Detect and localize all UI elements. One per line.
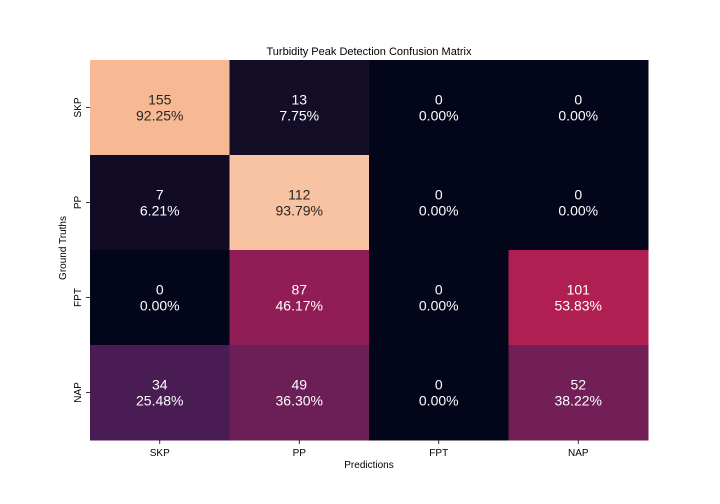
- cell-percentage-label: 0.00%: [419, 203, 459, 219]
- cell-count-label: 0: [435, 92, 443, 108]
- heatmap-cell: [508, 155, 649, 251]
- cell-percentage-label: 0.00%: [419, 298, 459, 314]
- cell-percentage-label: 25.48%: [136, 393, 183, 409]
- y-tick-label: NAP: [73, 382, 84, 403]
- heatmap-cell: [369, 155, 509, 251]
- cell-count-label: 34: [152, 377, 168, 393]
- heatmap-cell: [508, 345, 649, 441]
- heatmap-cell: [229, 60, 370, 156]
- cell-percentage-label: 36.30%: [276, 393, 323, 409]
- y-axis-ticks: SKP PP FPT NAP: [73, 97, 90, 403]
- heatmap-cell: [369, 345, 509, 441]
- cell-percentage-label: 38.22%: [555, 393, 602, 409]
- x-tick-label: NAP: [568, 448, 589, 459]
- cell-count-label: 52: [570, 377, 586, 393]
- heatmap-cell: [369, 250, 509, 346]
- cell-count-label: 0: [435, 377, 443, 393]
- x-tick-label: PP: [293, 448, 307, 459]
- x-axis-label: Predictions: [344, 460, 393, 471]
- cell-count-label: 0: [435, 282, 443, 298]
- cell-count-label: 87: [291, 282, 307, 298]
- heatmap-cell: [90, 155, 230, 251]
- heatmap-cell: [508, 60, 649, 156]
- cell-count-label: 0: [574, 92, 582, 108]
- heatmap-cell: [90, 60, 230, 156]
- heatmap-cell: [90, 250, 230, 346]
- heatmap-cell: [369, 60, 509, 156]
- cell-percentage-label: 93.79%: [276, 203, 323, 219]
- x-tick-label: SKP: [150, 448, 170, 459]
- cell-percentage-label: 6.21%: [140, 203, 180, 219]
- y-tick-label: PP: [73, 196, 84, 210]
- cell-count-label: 13: [291, 92, 307, 108]
- x-tick-label: FPT: [429, 448, 448, 459]
- heatmap-cells: 15592.25%137.75%00.00%00.00%76.21%11293.…: [90, 60, 649, 441]
- x-axis-ticks: SKP PP FPT NAP: [150, 440, 589, 459]
- cell-percentage-label: 53.83%: [555, 298, 602, 314]
- cell-percentage-label: 0.00%: [419, 108, 459, 124]
- cell-count-label: 112: [288, 187, 311, 203]
- y-axis-label: Ground Truths: [58, 216, 69, 280]
- y-tick-label: FPT: [73, 288, 84, 307]
- cell-percentage-label: 92.25%: [136, 108, 183, 124]
- cell-percentage-label: 0.00%: [419, 393, 459, 409]
- cell-count-label: 0: [156, 282, 164, 298]
- cell-count-label: 155: [148, 92, 172, 108]
- cell-count-label: 7: [156, 187, 164, 203]
- cell-percentage-label: 46.17%: [276, 298, 323, 314]
- cell-percentage-label: 0.00%: [558, 203, 598, 219]
- cell-count-label: 0: [574, 187, 582, 203]
- heatmap-cell: [90, 345, 230, 441]
- cell-count-label: 101: [567, 282, 591, 298]
- cell-percentage-label: 0.00%: [558, 108, 598, 124]
- cell-count-label: 49: [291, 377, 307, 393]
- y-tick-label: SKP: [73, 97, 84, 117]
- chart-title: Turbidity Peak Detection Confusion Matri…: [266, 46, 472, 58]
- heatmap-cell: [229, 345, 370, 441]
- heatmap-cell: [229, 250, 370, 346]
- heatmap-cell: [229, 155, 370, 251]
- cell-count-label: 0: [435, 187, 443, 203]
- cell-percentage-label: 0.00%: [140, 298, 180, 314]
- cell-percentage-label: 7.75%: [279, 108, 319, 124]
- heatmap-cell: [508, 250, 649, 346]
